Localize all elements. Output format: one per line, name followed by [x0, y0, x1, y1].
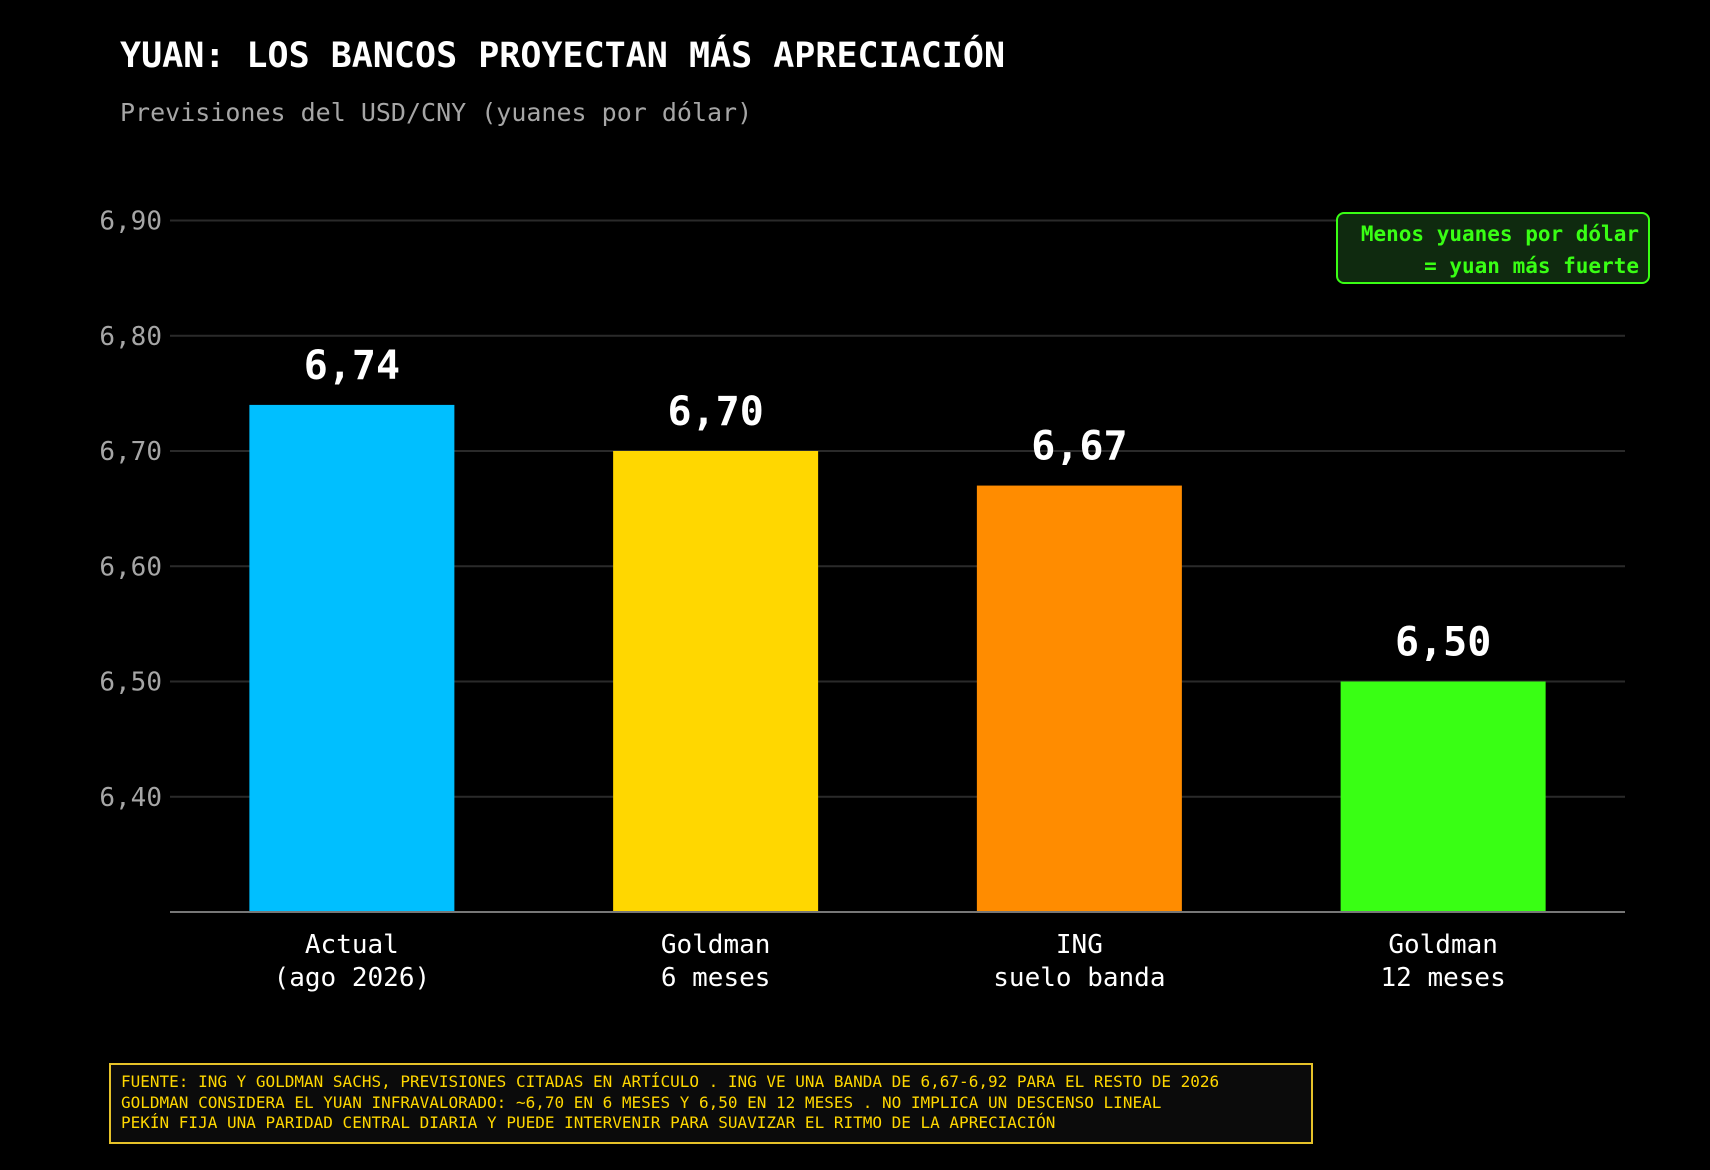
x-tick-label: Actual: [305, 930, 399, 960]
chart-title: YUAN: LOS BANCOS PROYECTAN MÁS APRECIACI…: [120, 36, 1006, 76]
chart-subtitle: Previsiones del USD/CNY (yuanes por dóla…: [120, 98, 753, 127]
footer-line-1: FUENTE: ING Y GOLDMAN SACHS, PREVISIONES…: [121, 1072, 1220, 1091]
y-tick-label: 6,50: [99, 668, 162, 698]
x-tick-label: Goldman: [1388, 930, 1498, 960]
bar-value-label: 6,74: [304, 343, 400, 389]
y-tick-label: 6,60: [99, 552, 162, 582]
footer-line-3: PEKÍN FIJA UNA PARIDAD CENTRAL DIARIA Y …: [121, 1113, 1056, 1132]
y-tick-label: 6,40: [99, 783, 162, 813]
bar-value-label: 6,50: [1395, 620, 1491, 666]
bar: [1340, 681, 1546, 912]
x-tick-label: 6 meses: [661, 963, 771, 993]
x-tick-label: suelo banda: [993, 963, 1165, 993]
bar-chart: 6,40 6,50 6,60 6,70 6,80 6,90 6,74 Actual(ago 2…: [99, 207, 1625, 993]
footer-line-2: GOLDMAN CONSIDERA EL YUAN INFRAVALORADO:…: [121, 1092, 1162, 1112]
annotation-line-2: = yuan más fuerte: [1424, 254, 1639, 278]
y-tick-label: 6,80: [99, 322, 162, 352]
annotation-box: Menos yuanes por dólar = yuan más fuerte: [1336, 212, 1650, 284]
bar-value-label: 6,70: [667, 389, 763, 435]
x-tick-label: 12 meses: [1381, 963, 1506, 993]
x-tick-label: ING: [1056, 930, 1103, 960]
y-tick-label: 6,90: [99, 207, 162, 237]
x-tick-label: Goldman: [661, 930, 771, 960]
bar: [976, 485, 1182, 912]
bar: [613, 451, 819, 912]
bar-value-label: 6,67: [1031, 424, 1127, 470]
bar: [249, 404, 455, 912]
x-tick-label: (ago 2026): [274, 963, 431, 993]
annotation-line-1: Menos yuanes por dólar: [1360, 222, 1639, 246]
source-footer: FUENTE: ING Y GOLDMAN SACHS, PREVISIONES…: [109, 1063, 1313, 1144]
y-tick-label: 6,70: [99, 437, 162, 467]
